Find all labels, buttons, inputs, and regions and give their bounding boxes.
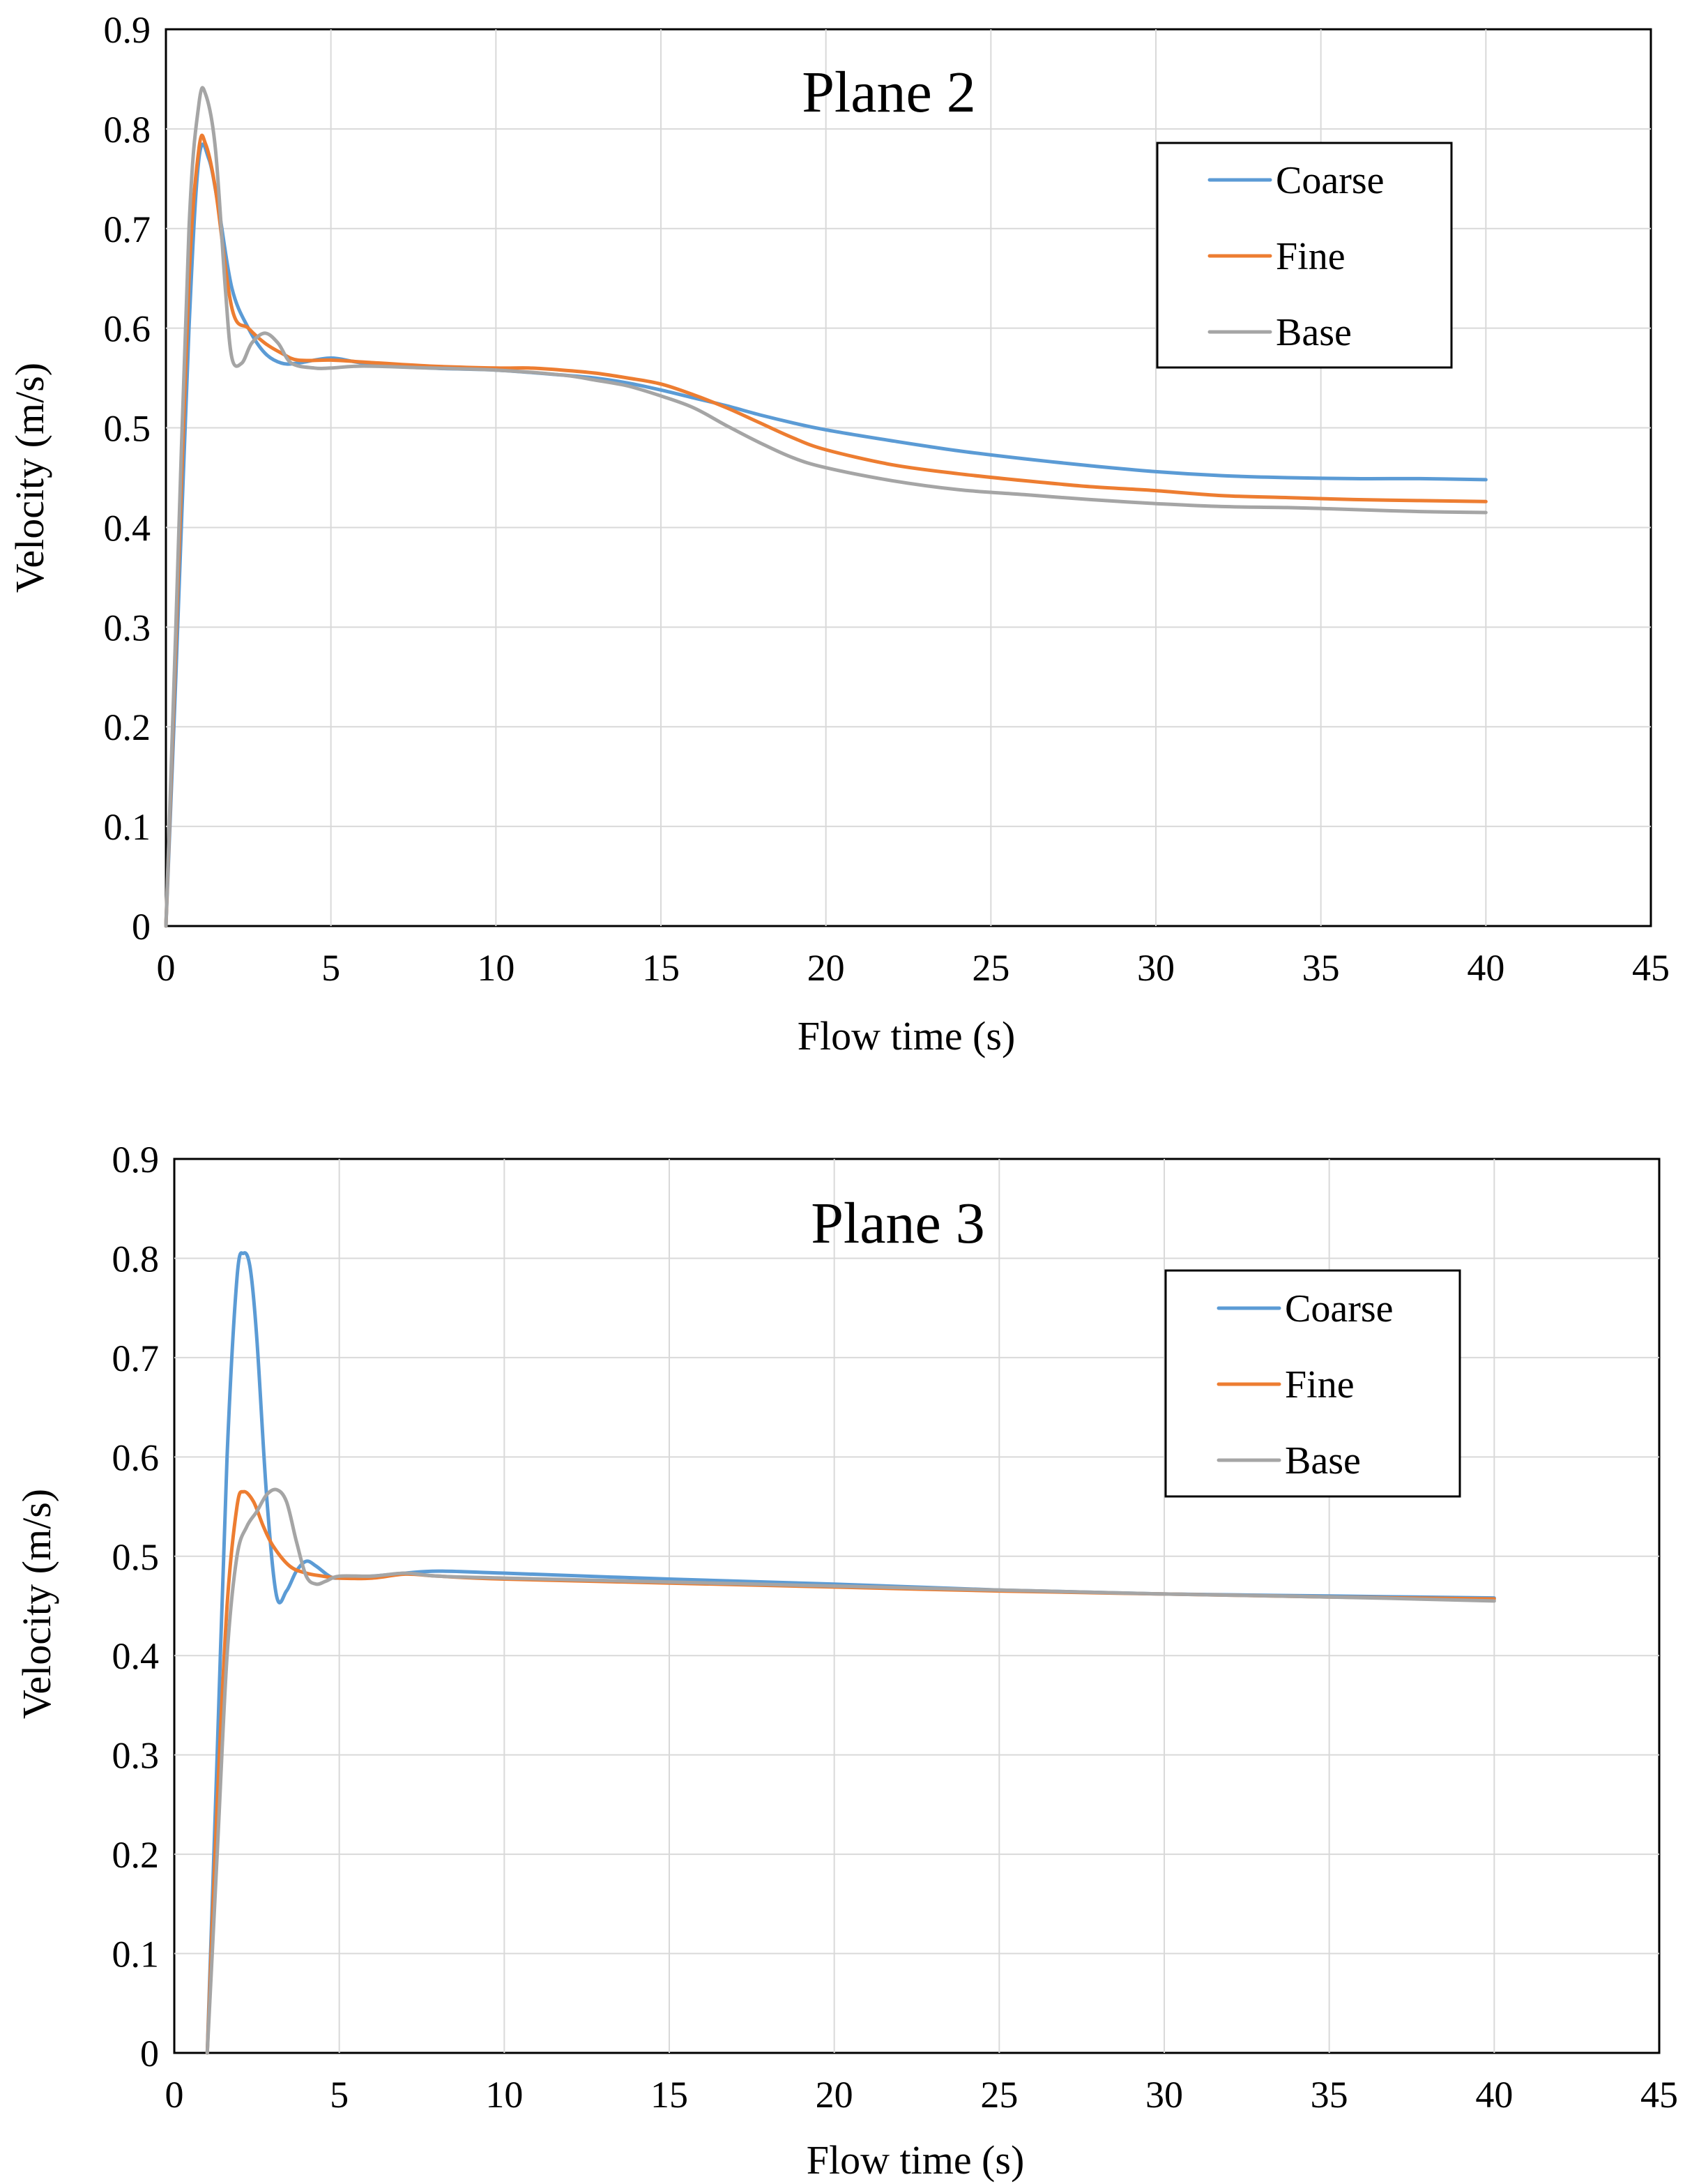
legend-label-base: Base [1276, 311, 1352, 354]
series-line-base [205, 1487, 1496, 2055]
x-axis-title: Flow time (s) [807, 2137, 1025, 2183]
x-tick-label: 15 [650, 2074, 688, 2116]
y-tick-label: 0.5 [104, 408, 151, 450]
plot-area-frame [173, 1158, 1661, 2054]
series-lines [205, 1251, 1496, 2055]
x-tick-label: 45 [1632, 947, 1670, 989]
x-tick-label: 10 [477, 947, 515, 989]
series-line-fine [164, 133, 1488, 928]
y-tick-label: 0 [132, 906, 151, 948]
x-tick-label: 20 [807, 947, 845, 989]
y-tick-label: 0.4 [112, 1635, 160, 1677]
series-lines [164, 86, 1488, 928]
y-tick-label: 0.5 [112, 1536, 160, 1578]
series-line-base [164, 86, 1488, 928]
y-tick-label: 0.7 [104, 208, 151, 250]
y-tick-labels: 0 0.1 0.2 0.3 0.4 0.5 0.6 0.7 0.8 0.9 [112, 1139, 160, 2075]
x-tick-label: 0 [165, 2074, 184, 2116]
legend: Coarse Fine Base [1156, 142, 1453, 369]
y-axis-title: Velocity (m/s) [14, 1489, 59, 1719]
x-tick-label: 30 [1145, 2074, 1183, 2116]
y-tick-label: 0.6 [104, 308, 151, 350]
y-tick-label: 0.7 [112, 1337, 160, 1379]
y-tick-label: 0.2 [112, 1834, 160, 1876]
y-tick-label: 0.3 [112, 1735, 160, 1777]
plot-area-frame [165, 28, 1652, 927]
x-tick-label: 40 [1475, 2074, 1513, 2116]
x-tick-label: 0 [157, 947, 176, 989]
x-tick-label: 20 [816, 2074, 853, 2116]
x-axis-title: Flow time (s) [798, 1013, 1016, 1059]
x-tick-label: 25 [972, 947, 1009, 989]
x-tick-labels: 0 5 10 15 20 25 30 35 40 45 [157, 947, 1670, 989]
legend-box [1164, 1269, 1461, 1498]
legend-label-fine: Fine [1285, 1363, 1355, 1406]
x-tick-label: 30 [1137, 947, 1175, 989]
legend-label-base: Base [1285, 1439, 1361, 1482]
legend-box [1156, 142, 1453, 369]
y-tick-label: 0.9 [112, 1139, 160, 1181]
x-tick-label: 15 [642, 947, 680, 989]
x-tick-label: 35 [1302, 947, 1340, 989]
x-tick-label: 10 [485, 2074, 523, 2116]
legend-label-coarse: Coarse [1285, 1287, 1394, 1330]
y-tick-labels: 0 0.1 0.2 0.3 0.4 0.5 0.6 0.7 0.8 0.9 [104, 9, 151, 948]
chart-title: Plane 3 [811, 1191, 985, 1256]
x-tick-label: 25 [980, 2074, 1018, 2116]
legend-label-coarse: Coarse [1276, 159, 1385, 202]
y-tick-label: 0.8 [112, 1238, 160, 1280]
chart-title: Plane 2 [802, 60, 976, 125]
y-tick-label: 0.1 [112, 1934, 160, 1976]
y-tick-label: 0.6 [112, 1436, 160, 1478]
y-tick-label: 0.2 [104, 706, 151, 748]
x-tick-label: 35 [1311, 2074, 1348, 2116]
legend-label-fine: Fine [1276, 235, 1346, 278]
legend: Coarse Fine Base [1164, 1269, 1461, 1498]
x-tick-label: 5 [321, 947, 340, 989]
y-tick-label: 0 [140, 2033, 159, 2075]
chart-plane-2: 0 0.1 0.2 0.3 0.4 0.5 0.6 0.7 0.8 0.9 0 5 10 15 20 25 3… [7, 9, 1670, 1059]
y-tick-label: 0.1 [104, 806, 151, 848]
y-tick-label: 0.8 [104, 109, 151, 151]
x-tick-label: 40 [1467, 947, 1504, 989]
x-tick-label: 45 [1640, 2074, 1678, 2116]
x-tick-labels: 0 5 10 15 20 25 30 35 40 45 [165, 2074, 1679, 2116]
y-tick-label: 0.9 [104, 9, 151, 51]
y-axis-title: Velocity (m/s) [7, 363, 52, 593]
x-tick-label: 5 [330, 2074, 349, 2116]
y-tick-label: 0.3 [104, 607, 151, 649]
y-tick-label: 0.4 [104, 507, 151, 549]
chart-plane-3: 0 0.1 0.2 0.3 0.4 0.5 0.6 0.7 0.8 0.9 0 5 10 15 20 25 3… [14, 1139, 1678, 2183]
